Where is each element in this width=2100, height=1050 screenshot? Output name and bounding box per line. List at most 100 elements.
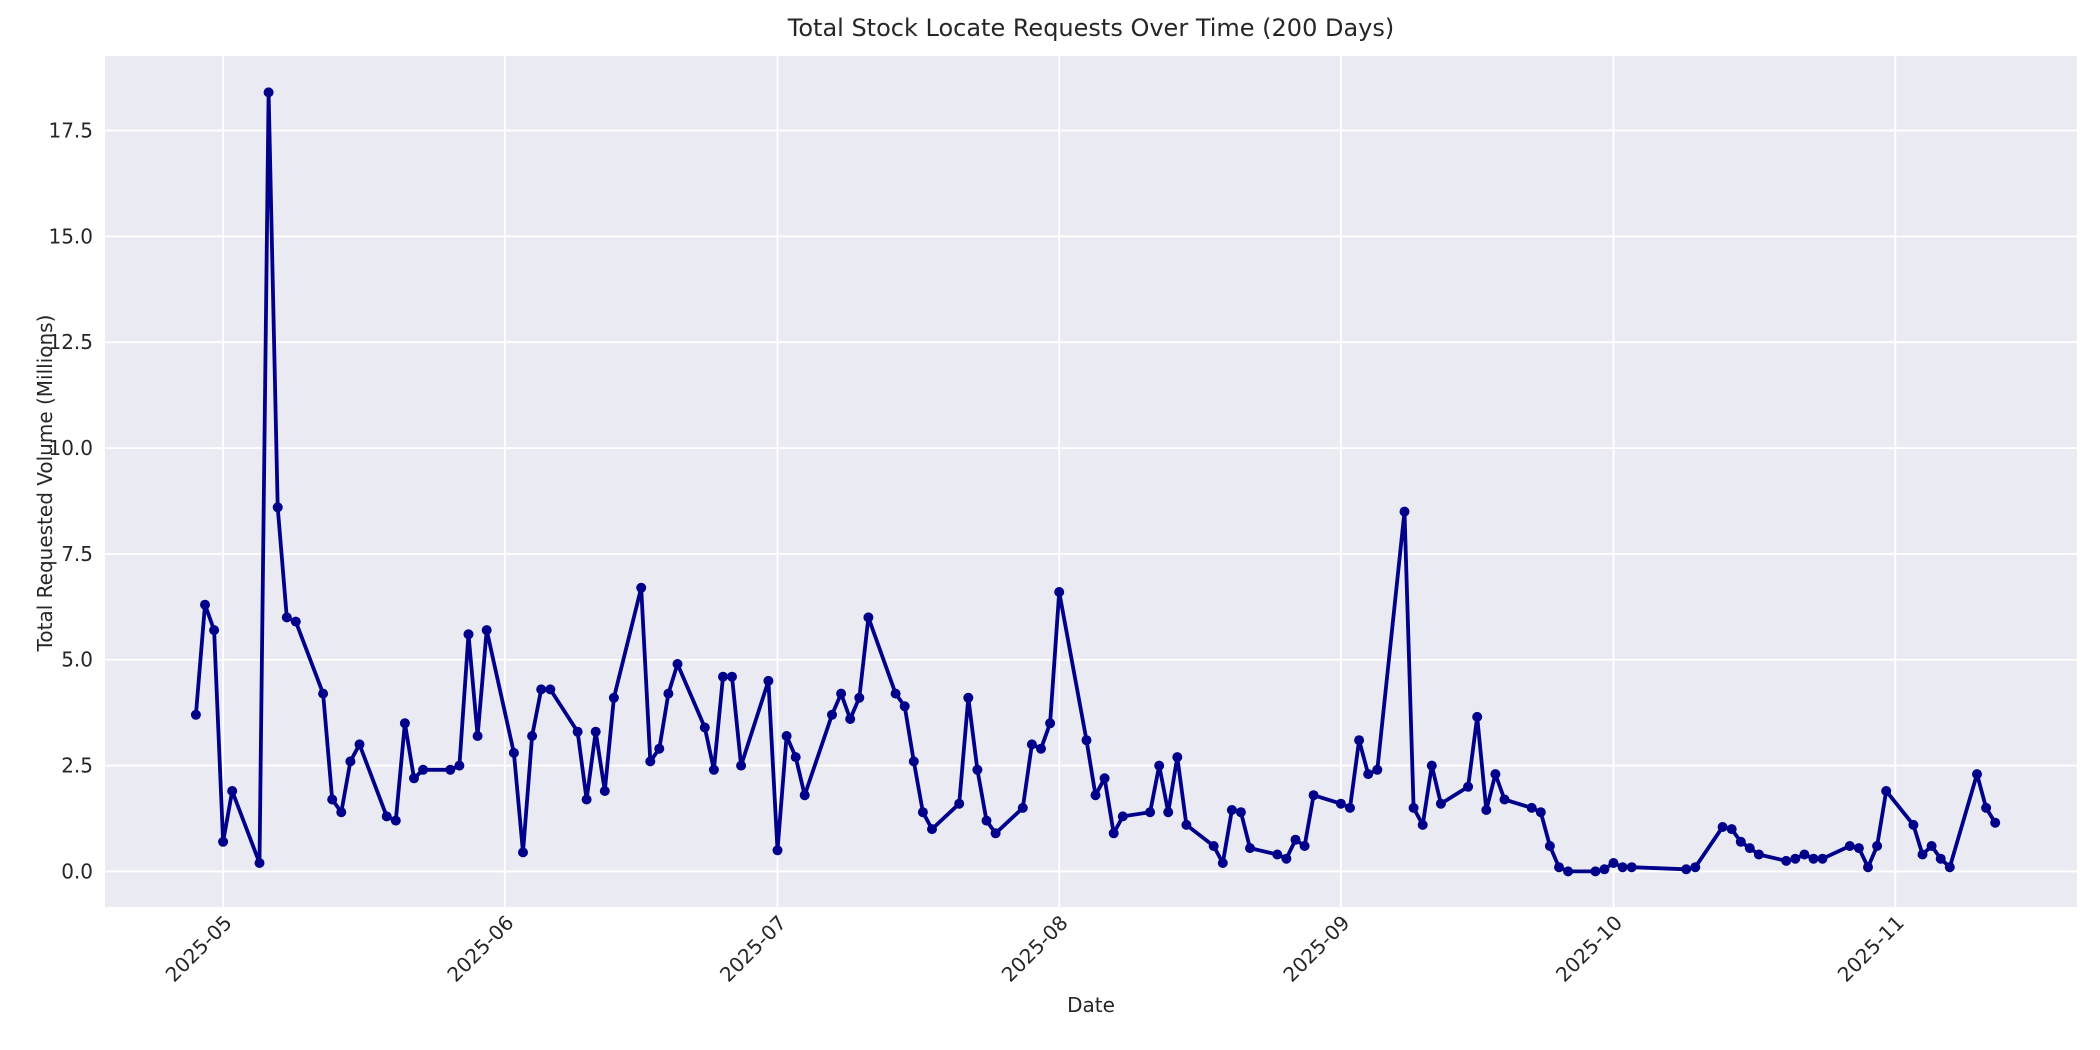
y-tick-label: 0.0 xyxy=(61,859,93,883)
data-point-marker xyxy=(1808,853,1819,864)
y-tick-label: 15.0 xyxy=(48,224,93,248)
x-tick-label: 2025-07 xyxy=(715,911,791,987)
data-point-marker xyxy=(1345,802,1355,813)
data-point-marker xyxy=(1117,811,1128,822)
data-point-marker xyxy=(1363,769,1374,780)
data-point-marker xyxy=(827,709,837,720)
data-point-marker xyxy=(263,87,274,98)
data-point-marker xyxy=(672,659,683,669)
data-point-marker xyxy=(572,726,583,737)
x-tick-label: 2025-08 xyxy=(997,911,1073,987)
data-point-marker xyxy=(1717,822,1728,832)
data-point-marker xyxy=(1435,798,1446,809)
data-point-marker xyxy=(318,688,329,699)
data-point-marker xyxy=(1908,819,1919,830)
data-point-marker xyxy=(290,616,301,627)
data-point-marker xyxy=(963,692,974,703)
data-point-marker xyxy=(1235,807,1246,818)
data-point-marker xyxy=(1026,739,1037,750)
data-point-marker xyxy=(1990,817,2001,828)
data-point-marker xyxy=(1226,805,1237,815)
data-point-marker xyxy=(472,731,483,741)
x-tick-label: 2025-11 xyxy=(1833,911,1909,987)
chart-title: Total Stock Locate Requests Over Time (2… xyxy=(787,14,1395,42)
data-point-marker xyxy=(836,688,847,699)
data-point-marker xyxy=(899,701,910,712)
data-point-marker xyxy=(218,836,229,847)
data-point-marker xyxy=(1544,841,1555,851)
data-point-marker xyxy=(1417,819,1428,830)
data-point-marker xyxy=(1726,824,1737,835)
data-point-marker xyxy=(1245,843,1255,854)
data-point-marker xyxy=(581,794,592,805)
x-tick-label: 2025-05 xyxy=(161,911,237,987)
data-point-marker xyxy=(272,502,283,513)
data-point-marker xyxy=(418,764,429,775)
data-point-marker xyxy=(336,807,347,818)
data-point-marker xyxy=(972,764,983,775)
data-point-marker xyxy=(645,756,656,767)
data-point-marker xyxy=(1099,773,1110,784)
y-tick-label: 7.5 xyxy=(61,542,93,566)
data-point-marker xyxy=(281,612,292,623)
data-point-marker xyxy=(1408,802,1419,813)
data-point-marker xyxy=(736,760,747,771)
data-point-marker xyxy=(1281,853,1292,864)
y-tick-label: 17.5 xyxy=(48,119,93,143)
data-point-marker xyxy=(1217,858,1228,868)
data-point-marker xyxy=(654,743,665,754)
data-point-marker xyxy=(1081,735,1092,746)
data-point-marker xyxy=(1690,862,1701,873)
x-tick-label: 2025-09 xyxy=(1278,911,1354,987)
data-point-marker xyxy=(1590,866,1601,877)
data-point-marker xyxy=(908,756,919,767)
data-point-marker xyxy=(1844,841,1855,851)
data-point-marker xyxy=(1790,853,1801,864)
y-axis-label: Total Requested Volume (Millions) xyxy=(33,314,57,652)
data-point-marker xyxy=(1054,587,1065,597)
data-point-marker xyxy=(1872,841,1883,851)
data-point-marker xyxy=(1926,841,1937,851)
data-point-marker xyxy=(254,858,265,868)
data-point-marker xyxy=(1681,864,1692,875)
y-tick-label: 12.5 xyxy=(48,330,93,354)
data-point-marker xyxy=(1108,828,1119,839)
y-tick-label: 2.5 xyxy=(61,754,93,778)
data-point-marker xyxy=(917,807,928,818)
data-point-marker xyxy=(209,625,220,636)
data-point-marker xyxy=(590,726,601,737)
data-point-marker xyxy=(718,671,728,682)
data-point-marker xyxy=(1472,711,1483,722)
data-point-marker xyxy=(845,714,856,724)
data-point-marker xyxy=(981,815,992,826)
data-point-marker xyxy=(1499,794,1510,805)
data-point-marker xyxy=(1181,819,1192,830)
data-point-marker xyxy=(1290,834,1301,845)
data-point-marker xyxy=(863,612,874,623)
data-point-marker xyxy=(1154,760,1165,771)
data-point-marker xyxy=(1981,802,1992,813)
data-point-marker xyxy=(1208,841,1219,851)
data-point-marker xyxy=(399,718,410,729)
data-point-marker xyxy=(1744,843,1755,854)
data-point-marker xyxy=(354,739,365,750)
data-point-marker xyxy=(708,764,719,775)
data-point-marker xyxy=(327,794,338,805)
data-point-marker xyxy=(1944,862,1955,873)
data-point-marker xyxy=(1481,805,1492,815)
data-point-marker xyxy=(890,688,901,699)
data-point-marker xyxy=(1554,862,1564,873)
data-point-marker xyxy=(790,752,801,763)
data-point-marker xyxy=(799,790,810,801)
data-point-marker xyxy=(1490,769,1501,780)
data-point-marker xyxy=(1563,866,1574,877)
data-point-marker xyxy=(1608,858,1619,868)
data-point-marker xyxy=(854,692,865,703)
data-point-marker xyxy=(927,824,937,835)
data-point-marker xyxy=(508,747,519,758)
data-point-marker xyxy=(1172,752,1183,763)
data-point-marker xyxy=(1626,862,1637,873)
data-point-marker xyxy=(1781,855,1792,866)
data-point-marker xyxy=(1017,802,1028,813)
data-point-marker xyxy=(463,629,474,640)
